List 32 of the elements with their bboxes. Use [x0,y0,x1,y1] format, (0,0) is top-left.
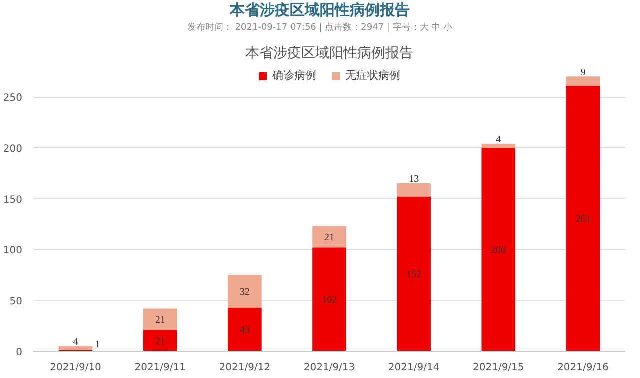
x-tick-label: 2021/9/16 [558,362,609,374]
data-label: 13 [409,174,420,186]
data-label: 21 [324,232,334,244]
y-tick-label: 100 [3,246,23,257]
data-label: 102 [322,295,337,306]
x-tick-label: 2021/9/13 [304,362,356,374]
data-label: 43 [240,325,250,336]
x-tick-label: 2021/9/10 [50,362,102,374]
legend-label: 无症状病例 [346,68,400,83]
y-tick-label: 200 [3,144,23,155]
data-label: 1 [95,340,100,351]
chart-title: 本省涉疫区域阳性病例报告 [230,0,410,21]
data-label: 32 [240,286,250,298]
x-tick-label: 2021/9/15 [473,362,524,374]
y-tick-label: 250 [3,93,23,104]
y-tick-label: 0 [16,348,23,358]
data-label: 4 [73,336,78,348]
data-label: 21 [155,336,166,348]
data-label: 9 [580,67,586,78]
x-tick-label: 2021/9/12 [219,362,271,374]
data-label: 21 [155,314,166,326]
chart-subtitle: 发布时间： 2021-09-17 07:56 | 点击数：2947 | 字号：大 中 小 [187,22,453,35]
x-tick-label: 2021/9/11 [134,362,186,374]
y-tick-label: 150 [3,194,23,206]
y-tick-label: 50 [10,296,23,308]
data-label: 261 [576,214,591,226]
data-label: 4 [496,134,502,146]
text: 本省涉疫区域阳性病例报告 [246,46,414,62]
x-tick-label: 2021/9/14 [388,362,440,374]
data-label: 152 [406,270,422,281]
legend-label: 确诊病例 [272,68,316,83]
data-label: 200 [491,245,506,256]
